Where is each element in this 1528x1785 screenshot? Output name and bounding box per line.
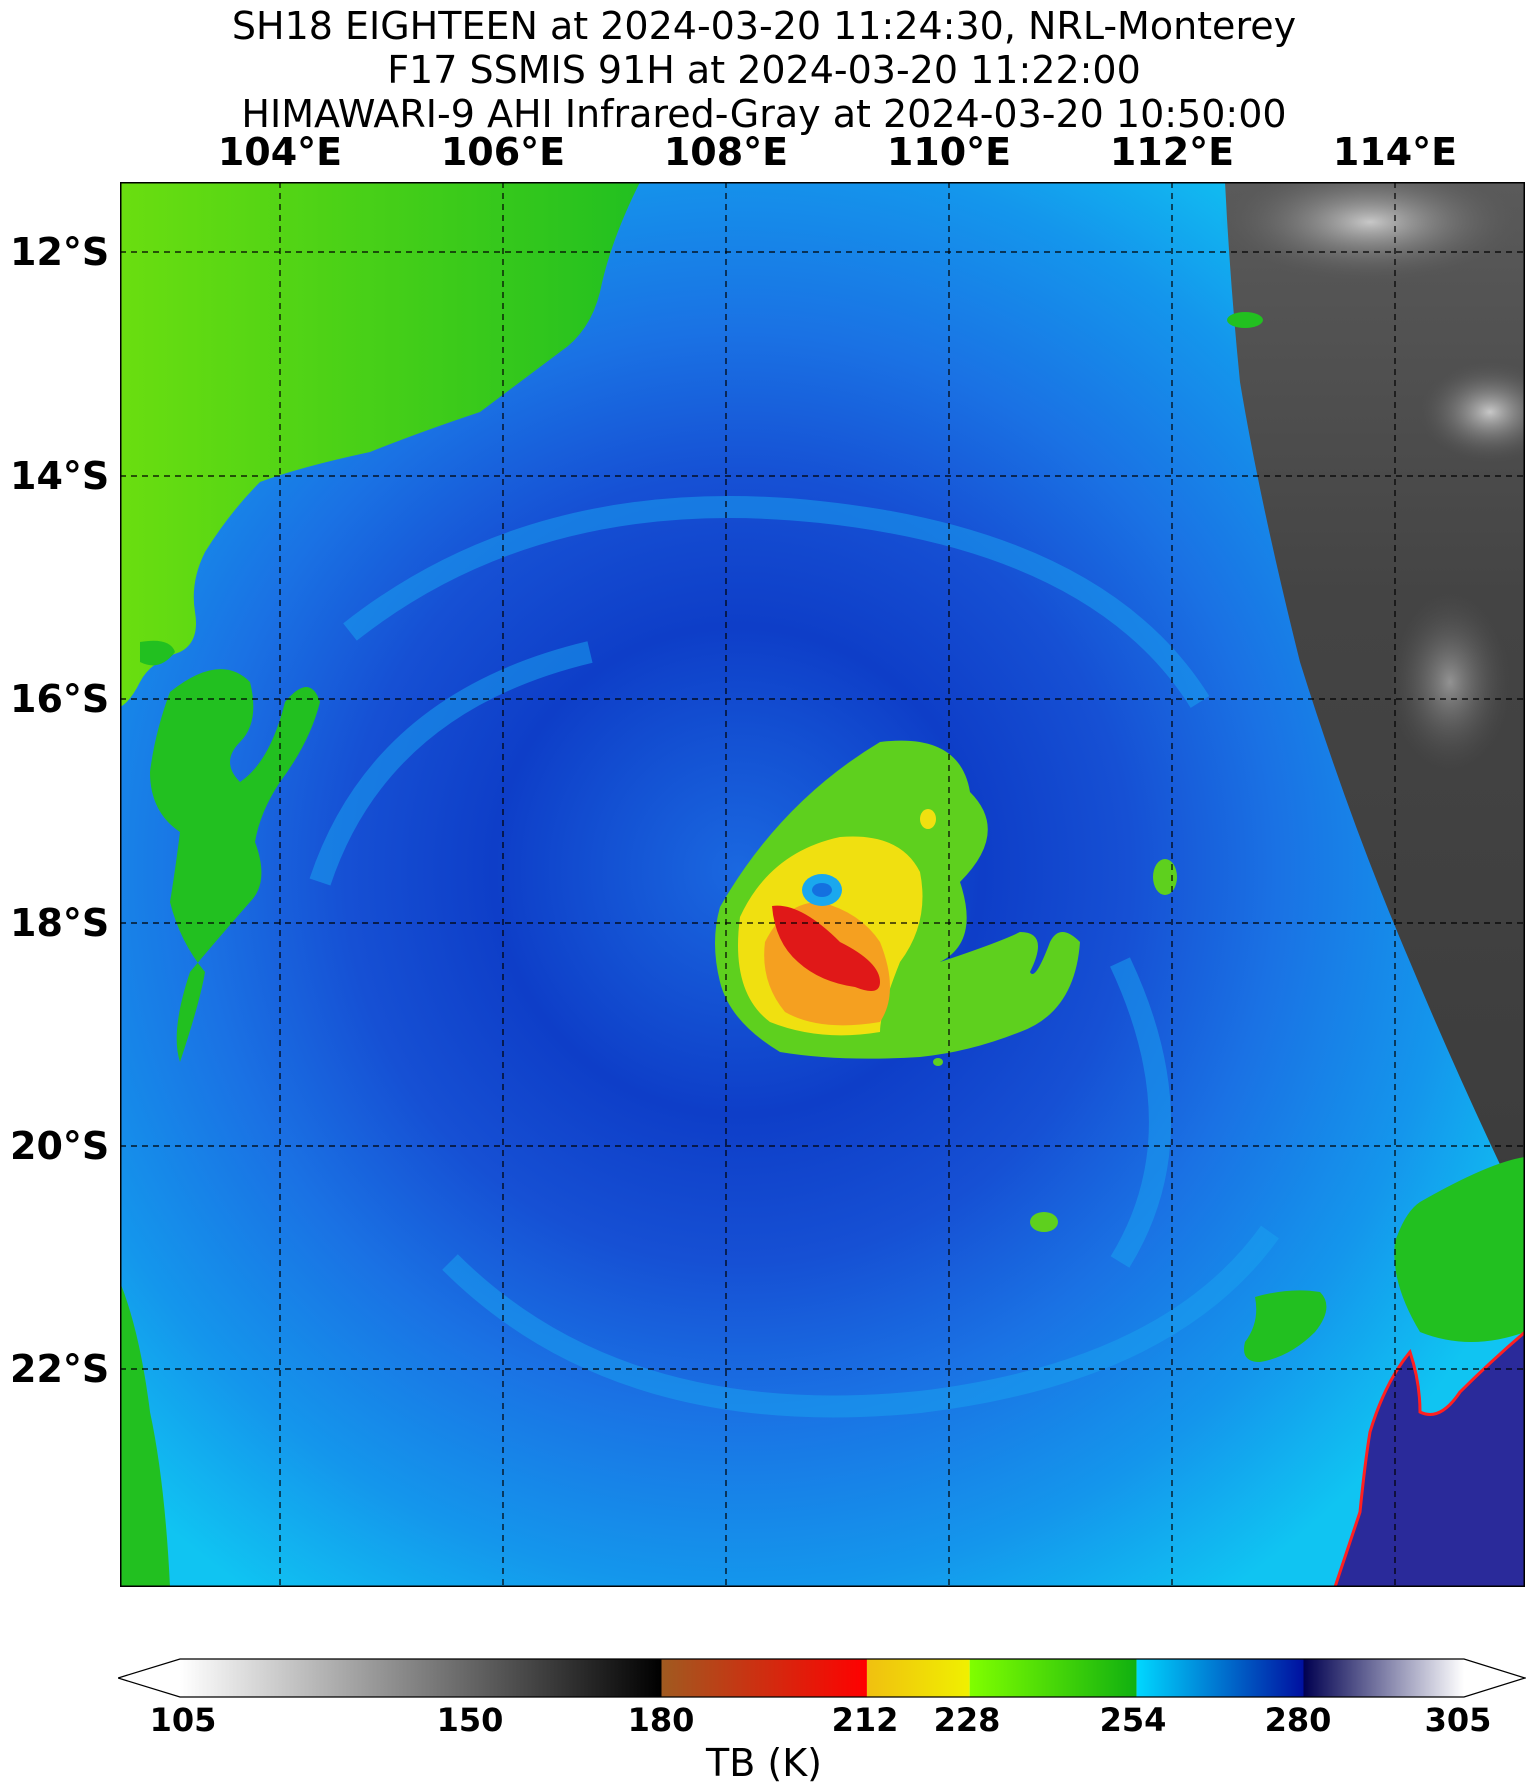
colorbar-tick-305: 305	[1424, 1701, 1492, 1739]
lon-label-110e: 110°E	[886, 130, 1012, 174]
colorbar-tick-105: 105	[149, 1701, 217, 1739]
lat-label-20s: 20°S	[10, 1124, 110, 1168]
storm-eye-inner	[812, 883, 832, 897]
lat-label-12s: 12°S	[10, 230, 110, 274]
colorbar-segment-280-305	[1303, 1659, 1464, 1697]
ir-cloud-patch-1	[1220, 182, 1520, 282]
figure-title-line-3: HIMAWARI-9 AHI Infrared-Gray at 2024-03-…	[241, 92, 1287, 136]
colorbar-tick-150: 150	[436, 1701, 504, 1739]
colorbar-extend-high	[1464, 1659, 1525, 1697]
landmass-southwest	[120, 1282, 170, 1587]
landmass-southeast	[1394, 1157, 1525, 1342]
gridlines	[120, 182, 1525, 1587]
green-patch-edge	[1227, 312, 1263, 328]
colorbar-segment-105-180	[180, 1659, 662, 1697]
colorbar-outline	[118, 1658, 1526, 1698]
deep-navy-region	[1333, 1330, 1525, 1587]
rain-bands	[309, 496, 1279, 1418]
figure-title-line-1: SH18 EIGHTEEN at 2024-03-20 11:24:30, NR…	[231, 4, 1297, 48]
map-frame	[120, 182, 1525, 1587]
colorbar-tick-228: 228	[933, 1701, 1001, 1739]
colorbar-segment-180-212	[661, 1659, 867, 1697]
island-west-small	[140, 640, 175, 666]
lat-label-22s: 22°S	[10, 1347, 110, 1391]
lon-label-112e: 112°E	[1109, 130, 1235, 174]
figure-title-line-2: F17 SSMIS 91H at 2024-03-20 11:22:00	[387, 48, 1141, 92]
lat-label-18s: 18°S	[10, 901, 110, 945]
colorbar-tick-212: 212	[831, 1701, 899, 1739]
lat-label-16s: 16°S	[10, 677, 110, 721]
lon-label-104e: 104°E	[217, 130, 343, 174]
landmass-northwest	[120, 182, 640, 707]
lon-label-106e: 106°E	[440, 130, 566, 174]
island-southeast	[1244, 1290, 1327, 1362]
ir-cloud-patch-3	[1390, 592, 1510, 772]
colorbar-segment-228-254	[969, 1659, 1137, 1697]
lon-label-108e: 108°E	[663, 130, 789, 174]
ir-cloud-patch-2	[1420, 362, 1525, 462]
convective-cell-4	[920, 809, 936, 829]
lat-label-14s: 14°S	[10, 454, 110, 498]
lon-label-114e: 114°E	[1332, 130, 1458, 174]
colorbar-tick-280: 280	[1264, 1701, 1332, 1739]
colorbar	[118, 1658, 1526, 1698]
colorbar-label: TB (K)	[706, 1741, 822, 1785]
convective-cell-1	[1030, 1212, 1058, 1232]
colorbar-segment-212-228	[866, 1659, 970, 1697]
storm-core-red	[772, 905, 880, 991]
island-west	[150, 669, 320, 1062]
colorbar-extend-low	[118, 1659, 180, 1697]
colorbar-tick-254: 254	[1099, 1701, 1167, 1739]
convective-cell-2	[1153, 859, 1177, 895]
satellite-map	[120, 182, 1525, 1587]
colorbar-segment-254-280	[1136, 1659, 1304, 1697]
convective-cell-3	[933, 1058, 943, 1066]
colorbar-tick-180: 180	[627, 1701, 695, 1739]
